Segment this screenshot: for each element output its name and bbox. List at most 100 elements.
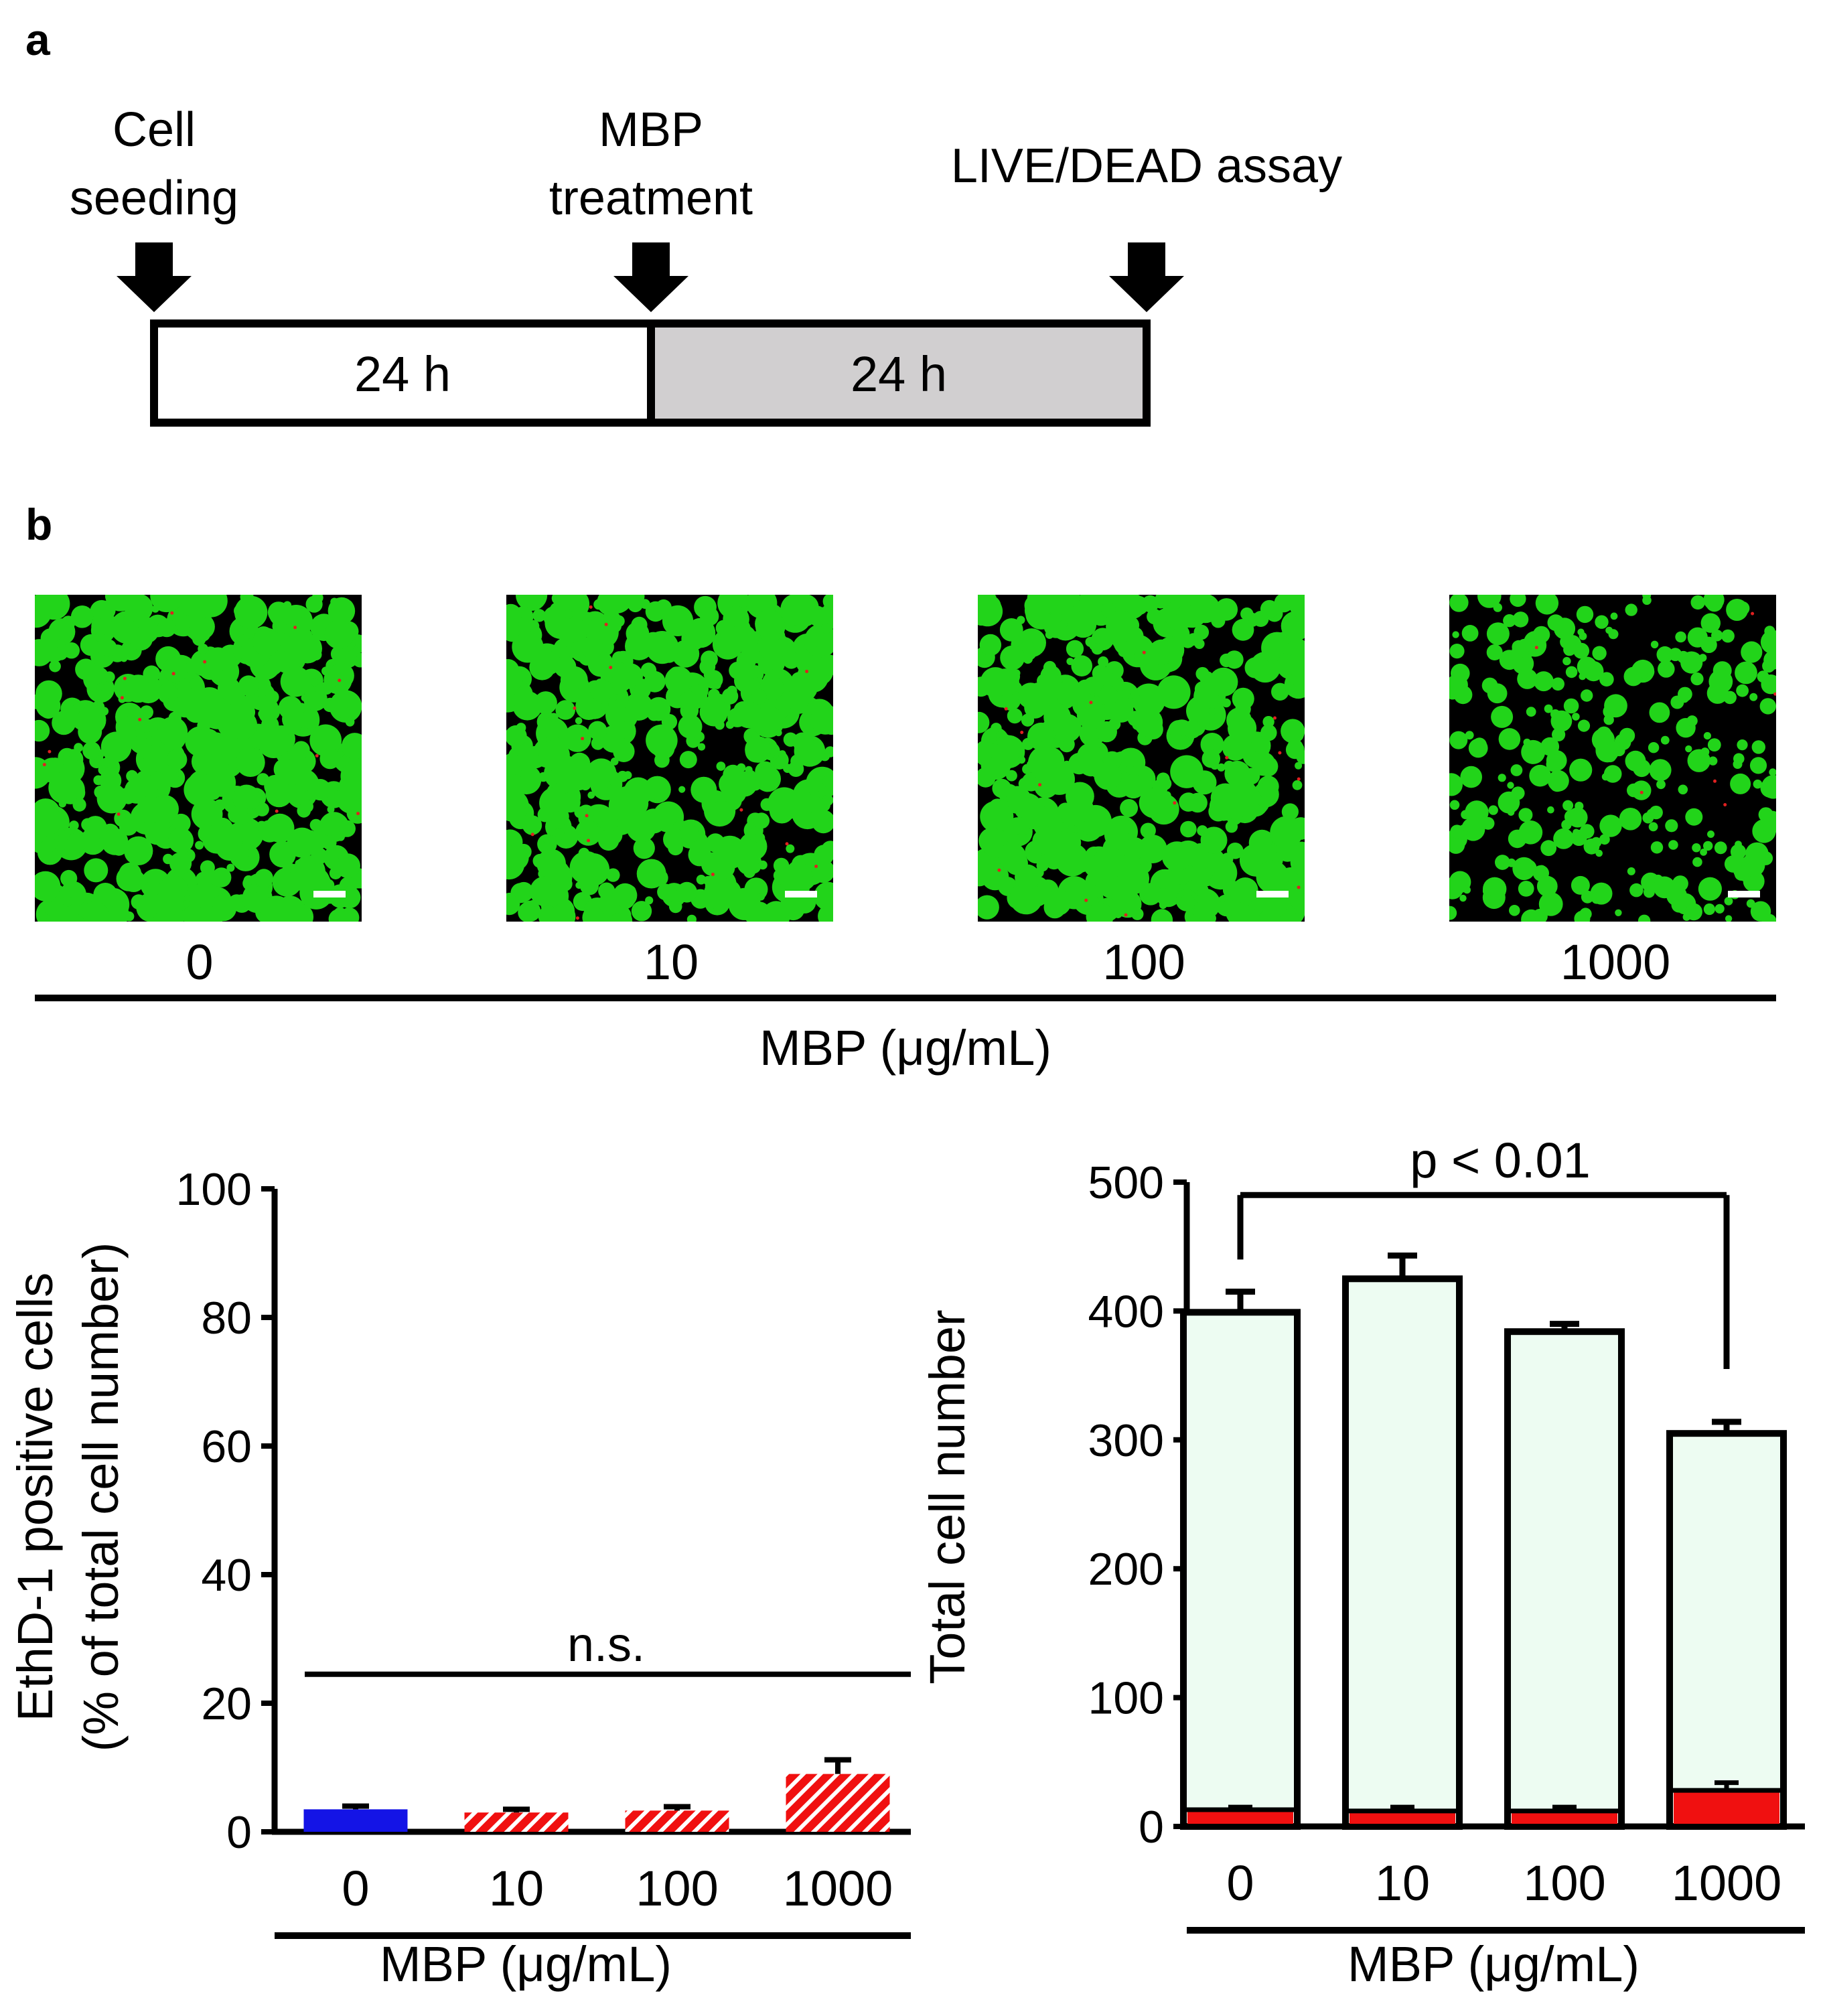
live-cell [84,816,107,839]
live-cell [1258,909,1281,922]
live-cell [1526,707,1536,717]
live-cell [232,784,261,812]
live-cell [1163,791,1171,800]
live-cell [1595,615,1609,629]
live-cell [342,733,362,760]
live-cell [1675,631,1686,643]
live-cell [516,595,548,611]
live-cell [1055,843,1089,877]
live-cell [609,720,630,740]
live-cell [778,750,786,758]
live-cell [564,638,574,648]
timeline: Cell seeding MBP treatment LIVE/DEAD ass… [70,103,1342,427]
dead-cell [315,753,319,758]
dead-cell [1038,783,1042,787]
dead-cell [575,916,579,920]
live-cell [1753,779,1763,789]
live-cell [519,900,541,922]
live-cell [1700,747,1710,757]
micrograph-0 [35,595,362,922]
live-cell [978,828,1005,854]
live-cell [1579,824,1595,839]
live-cell [987,743,1002,759]
p-value-annotation: p < 0.01 [1410,1133,1591,1188]
dead-cell [1004,707,1008,711]
live-cell [1629,883,1644,897]
live-cell [327,806,335,814]
live-cell [1698,877,1722,901]
live-cell [1153,869,1173,889]
dead-cell [338,678,342,682]
live-cell [1289,595,1305,620]
live-cell [824,746,833,758]
live-cell [305,595,323,613]
live-cell [119,816,138,836]
live-cell [35,719,50,742]
live-cell [1000,645,1025,670]
live-cell [1650,841,1664,854]
live-cell [104,671,115,682]
live-cell [100,731,132,762]
live-cell [1187,792,1208,813]
live-cell [1481,677,1498,694]
live-cell [1678,784,1688,795]
live-cell [624,777,653,806]
live-cell [792,732,812,752]
live-cell [554,656,577,678]
live-cell [184,894,192,902]
live-cell [1193,624,1210,640]
micrograph-xlabel: MBP (μg/mL) [759,1020,1051,1076]
live-cell [1286,652,1305,678]
live-cell [276,895,305,922]
live-cell [1045,736,1055,746]
live-cell [1680,694,1689,703]
live-cell [1577,656,1597,677]
live-cell [1162,642,1182,662]
live-cell [1200,733,1224,756]
live-cell [169,852,192,875]
live-cell [1668,840,1678,850]
live-cell [1085,636,1096,648]
live-cell [569,851,603,885]
live-cell [248,883,259,894]
live-cell [676,881,697,903]
step-cell-seeding-line1: Cell [113,103,196,157]
live-cell [1225,820,1238,833]
live-cell [96,683,105,691]
live-cell [532,609,546,622]
live-cell [555,700,575,720]
total-y-tick-label: 500 [1088,1157,1164,1208]
live-cell [192,906,223,922]
live-cell [754,833,765,843]
live-cell [136,796,164,824]
dead-segment [1350,1810,1455,1824]
live-cell [1563,643,1576,656]
live-cell [1603,715,1614,725]
live-cell [1723,691,1737,705]
live-cell [1707,738,1721,751]
live-cell [1692,857,1702,867]
live-cell [655,599,672,616]
total-y-tick-label: 200 [1088,1544,1164,1595]
live-cell [322,879,335,891]
dead-cell [117,812,121,816]
live-cell [194,753,209,769]
ethd1-y-tick-label: 60 [201,1421,252,1472]
live-cell [1066,795,1094,822]
live-cell [72,798,86,812]
live-cell [94,632,105,642]
live-cell [1215,598,1238,621]
dead-cell [604,622,608,626]
live-cell [1099,685,1118,705]
live-cell [1461,817,1485,841]
live-cell [617,770,628,782]
dead-cell [1020,731,1024,734]
live-cell [252,628,281,656]
live-cell [1532,626,1550,644]
live-cell [74,743,83,753]
live-cell [1553,828,1575,849]
live-cell [1733,760,1743,769]
live-cell [1209,792,1238,821]
live-cell [273,758,295,780]
live-cell [1599,814,1622,837]
